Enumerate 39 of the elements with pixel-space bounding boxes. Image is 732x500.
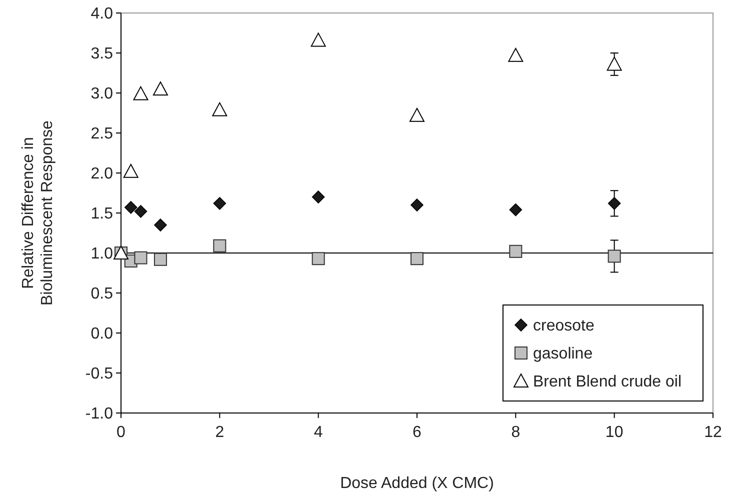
point	[124, 201, 138, 214]
x-tick-label: 12	[704, 424, 722, 441]
y-tick-label: 1.0	[90, 246, 114, 263]
point	[213, 197, 226, 210]
x-tick-label: 6	[412, 424, 422, 441]
point	[134, 205, 148, 218]
x-tick-label: 8	[511, 424, 520, 441]
point	[154, 218, 167, 232]
point	[312, 190, 325, 204]
point	[312, 252, 325, 266]
y-tick-label: 3.0	[90, 86, 114, 103]
x-tick-label: 2	[215, 424, 224, 441]
y-tick-label: 4.0	[90, 6, 114, 23]
y-tick-label: 2.5	[90, 126, 114, 143]
point	[608, 197, 621, 210]
y-tick-label: 0.5	[90, 286, 114, 303]
x-axis-title: Dose Added (X CMC)	[340, 475, 494, 492]
x-tick-label: 0	[116, 424, 126, 441]
y-tick-label: -0.5	[85, 366, 114, 383]
y-tick-label: 0.0	[90, 326, 114, 343]
point	[509, 244, 522, 258]
x-tick-label: 4	[314, 424, 323, 441]
point	[154, 252, 167, 266]
point	[410, 198, 424, 212]
point	[606, 56, 622, 71]
legend-label: gasoline	[533, 346, 593, 363]
legend-label: Brent Blend crude oil	[533, 374, 682, 391]
y-axis-title: Relative Difference in Bioluminescent Response	[20, 120, 56, 306]
x-tick-label: 10	[605, 424, 624, 441]
y-tick-label: 1.5	[90, 206, 114, 223]
y-tick-label: 3.5	[90, 46, 114, 63]
y-tick-label: -1.0	[85, 406, 114, 423]
point	[509, 203, 522, 216]
point	[213, 239, 226, 252]
point	[134, 251, 148, 264]
point	[410, 252, 424, 266]
legend-label: creosote	[533, 318, 594, 335]
point	[608, 250, 621, 263]
y-tick-label: 2.0	[90, 166, 114, 183]
